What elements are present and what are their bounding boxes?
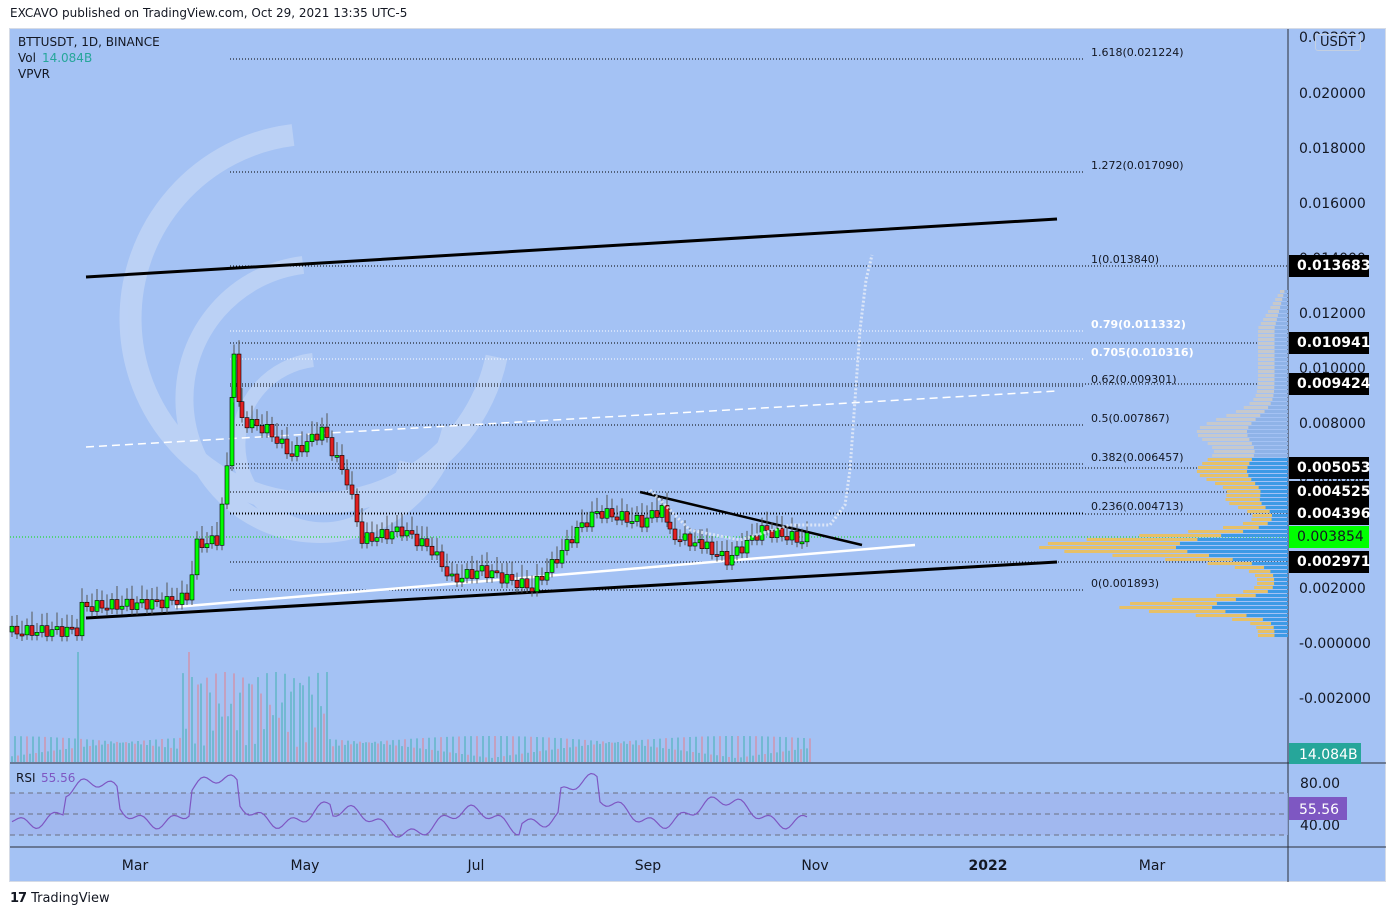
publish-info: EXCAVO published on TradingView.com, Oct… <box>10 6 408 20</box>
footer-brand: TradingView <box>31 891 110 906</box>
symbol-label[interactable]: BTTUSDT, 1D, BINANCE <box>18 35 160 49</box>
candlesticks[interactable] <box>9 340 810 642</box>
fib-level-label: 0.705(0.010316) <box>1091 346 1194 359</box>
projected-path[interactable] <box>648 254 874 542</box>
fib-level-label: 1(0.013840) <box>1091 253 1159 266</box>
price-axis-tick: 0.018000 <box>1299 141 1366 157</box>
vpvr-profile[interactable] <box>1039 290 1288 637</box>
price-axis-tick: -0.002000 <box>1299 691 1371 707</box>
price-axis-tick: 0.020000 <box>1299 86 1366 102</box>
time-axis-label: Sep <box>635 858 662 874</box>
fib-level-label: 1.272(0.017090) <box>1091 159 1184 172</box>
fib-level-label: 0.62(0.009301) <box>1091 373 1177 386</box>
time-axis-label: 2022 <box>969 858 1008 874</box>
volume-legend[interactable]: Vol 14.084B <box>18 50 160 66</box>
price-level-tag: 0.004396 <box>1289 503 1371 525</box>
rsi-line[interactable] <box>11 772 808 838</box>
time-axis-label: Mar <box>1139 858 1166 874</box>
price-level-tag: 0.004525 <box>1289 481 1371 503</box>
chart-legend: BTTUSDT, 1D, BINANCE Vol 14.084B VPVR <box>18 34 160 82</box>
channel-bottom-line[interactable] <box>85 560 1058 620</box>
volume-value-tag <box>1289 743 1361 764</box>
time-axis-label: Mar <box>122 858 149 874</box>
time-axis-label: May <box>291 858 320 874</box>
fib-level-label: 0(0.001893) <box>1091 577 1159 590</box>
fib-level-label: 0.236(0.004713) <box>1091 500 1184 513</box>
chart-frame[interactable] <box>9 28 1386 882</box>
currency-badge[interactable]: USDT <box>1315 34 1361 51</box>
price-axis-tick: 0.008000 <box>1299 416 1366 432</box>
fib-level-label: 1.618(0.021224) <box>1091 46 1184 59</box>
time-axis-label: Jul <box>467 858 485 874</box>
price-level-tag: 0.005053 <box>1289 457 1371 479</box>
vpvr-label[interactable]: VPVR <box>18 67 50 81</box>
rsi-label: RSI <box>16 771 36 785</box>
fib-level-label: 0.382(0.006457) <box>1091 451 1184 464</box>
volume-bars <box>11 652 811 762</box>
rsi-value: 55.56 <box>41 771 75 785</box>
fib-level-label: 0.79(0.011332) <box>1091 318 1186 331</box>
wedge-resistance-line[interactable] <box>639 490 863 547</box>
rsi-axis-tick: 80.00 <box>1300 776 1340 792</box>
mid-channel-line[interactable] <box>85 390 1058 448</box>
price-level-tag: 0.013683 <box>1289 255 1371 277</box>
price-level-tag: 0.009424 <box>1289 373 1371 395</box>
volume-value: 14.084B <box>41 51 93 65</box>
price-axis-tick: -0.000000 <box>1299 636 1371 652</box>
price-level-tag: 0.003854 <box>1289 526 1369 548</box>
rsi-axis-tick: 40.00 <box>1300 818 1340 834</box>
fib-level-label: 0.5(0.007867) <box>1091 412 1170 425</box>
rsi-tag-text: 55.56 <box>1299 802 1339 818</box>
volume-tag-text: 14.084B <box>1299 747 1358 763</box>
price-level-tag: 0.002971 <box>1289 551 1371 573</box>
tradingview-logo-icon: 17 <box>10 891 27 906</box>
rsi-value-tag <box>1289 797 1347 820</box>
footer: 17 TradingView <box>10 891 110 906</box>
channel-top-line[interactable] <box>85 217 1058 279</box>
price-axis-tick: 0.012000 <box>1299 306 1366 322</box>
rsi-pane[interactable]: RSI 55.56 <box>10 771 1288 838</box>
price-level-tag: 0.010941 <box>1289 332 1371 354</box>
price-axis-tick: 0.016000 <box>1299 196 1366 212</box>
volume-label: Vol <box>18 51 36 65</box>
time-axis-label: Nov <box>801 858 828 874</box>
price-axis-tick: 0.002000 <box>1299 581 1366 597</box>
watermark-logo-icon <box>119 124 508 543</box>
